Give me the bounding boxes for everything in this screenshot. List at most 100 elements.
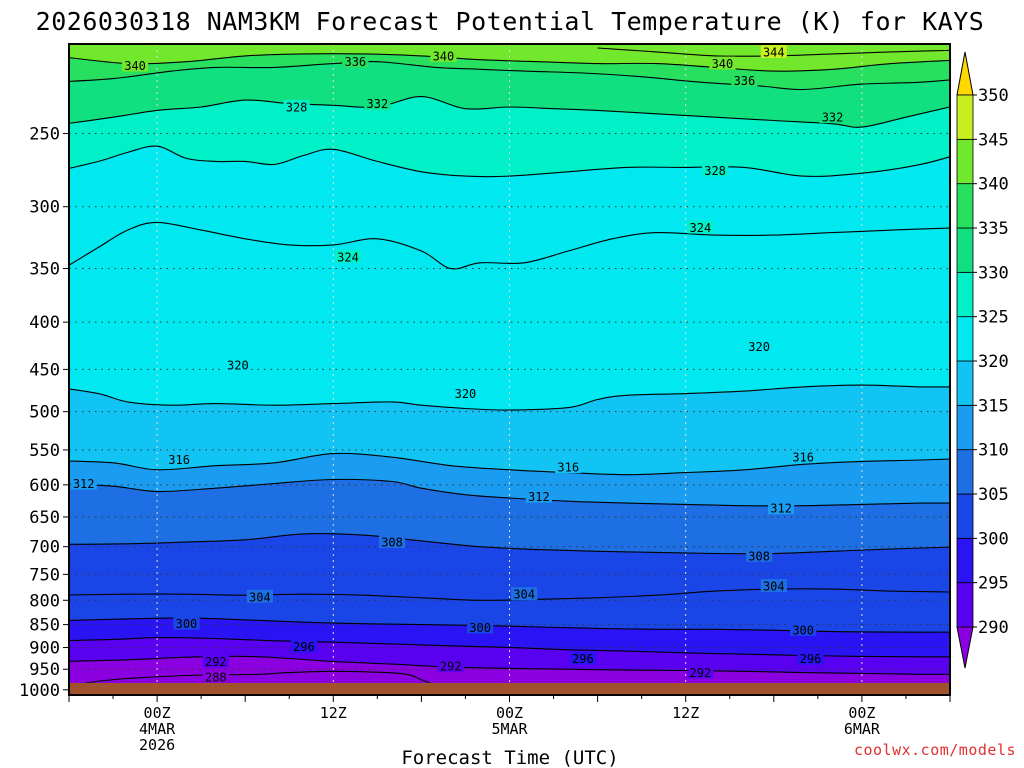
contour-label-text: 316 bbox=[168, 453, 190, 467]
contour-label-300: 300 bbox=[790, 622, 817, 637]
colorbar-label: 295 bbox=[978, 574, 1009, 594]
terrain-band bbox=[69, 683, 950, 695]
colorbar-label: 350 bbox=[978, 86, 1009, 106]
contour-label-332: 332 bbox=[819, 110, 846, 125]
colorbar-swatch bbox=[956, 582, 974, 628]
y-tick-label: 500 bbox=[29, 403, 60, 423]
y-tick-label: 950 bbox=[29, 660, 60, 680]
colorbar-swatch bbox=[956, 537, 974, 584]
contour-308 bbox=[69, 533, 950, 555]
contour-label-text: 336 bbox=[344, 55, 366, 69]
contour-label-bg bbox=[430, 48, 457, 62]
contour-label-bg bbox=[467, 620, 494, 634]
colorbar-swatch bbox=[956, 183, 974, 229]
colorbar-label: 345 bbox=[978, 130, 1009, 150]
contour-label-292: 292 bbox=[202, 654, 229, 669]
colorbar-label: 330 bbox=[978, 263, 1009, 283]
credit-link[interactable]: coolwx.com/models bbox=[854, 741, 1016, 759]
contour-label-296: 296 bbox=[797, 651, 824, 666]
contour-label-text: 316 bbox=[792, 451, 814, 465]
contour-label-340: 340 bbox=[709, 56, 736, 71]
contour-label-340: 340 bbox=[430, 48, 457, 63]
x-tick-label: 2026 bbox=[139, 736, 175, 754]
contour-label-text: 300 bbox=[792, 623, 814, 637]
contour-label-text: 296 bbox=[800, 652, 822, 666]
contour-label-300: 300 bbox=[173, 616, 200, 631]
contour-324 bbox=[69, 221, 950, 270]
contour-label-308: 308 bbox=[378, 535, 406, 550]
contour-labels: 340 336 340 332 328 340 336 344 332 328 324 324 320 3… bbox=[70, 44, 846, 684]
contour-label-316: 316 bbox=[555, 460, 582, 475]
contour-340 bbox=[69, 53, 950, 72]
y-tick-label: 750 bbox=[29, 565, 60, 585]
y-tick-label: 850 bbox=[29, 616, 60, 636]
contour-label-bg bbox=[819, 110, 846, 124]
contour-label-328: 328 bbox=[701, 163, 729, 178]
contour-label-text: 324 bbox=[690, 221, 712, 235]
contour-label-320: 320 bbox=[746, 339, 773, 354]
contour-label-296: 296 bbox=[569, 651, 597, 666]
contour-label-text: 288 bbox=[205, 670, 227, 684]
y-axis: 250 300 350 400 450 500 550 600 650 700 750 800 850 9… bbox=[19, 125, 69, 701]
contour-label-324: 324 bbox=[334, 249, 362, 264]
colorbar-top-arrow bbox=[956, 51, 974, 96]
colorbar-label: 305 bbox=[978, 485, 1009, 505]
contour-label-text: 328 bbox=[286, 101, 308, 115]
contour-label-text: 336 bbox=[734, 74, 756, 88]
contour-label-bg bbox=[768, 501, 795, 515]
contour-label-bg bbox=[452, 386, 479, 400]
contour-label-text: 308 bbox=[748, 549, 770, 563]
contour-label-bg bbox=[555, 460, 582, 474]
contour-label-text: 300 bbox=[469, 621, 491, 635]
contour-label-304: 304 bbox=[246, 589, 273, 604]
contour-label-text: 320 bbox=[455, 387, 477, 401]
contour-label-bg bbox=[709, 56, 736, 70]
y-tick-label: 700 bbox=[29, 538, 60, 558]
contour-336 bbox=[69, 60, 950, 91]
contour-label-text: 316 bbox=[557, 461, 579, 475]
contour-label-316: 316 bbox=[166, 452, 193, 467]
colorbar-label: 315 bbox=[978, 396, 1009, 416]
y-tick-label: 1000 bbox=[19, 681, 60, 701]
contour-label-text: 340 bbox=[124, 59, 146, 73]
contour-label-340: 340 bbox=[121, 58, 149, 73]
y-tick-label: 400 bbox=[29, 313, 60, 333]
contour-label-bg bbox=[687, 665, 714, 679]
contour-label-bg bbox=[511, 587, 538, 601]
contour-328 bbox=[69, 145, 950, 178]
colorbar-swatch bbox=[956, 404, 974, 451]
y-tick-label: 300 bbox=[29, 198, 60, 218]
contour-label-324: 324 bbox=[687, 220, 714, 235]
contour-label-bg bbox=[746, 548, 773, 562]
colorbar-swatch bbox=[956, 360, 974, 406]
contour-label-text: 308 bbox=[381, 536, 403, 550]
y-tick-label: 600 bbox=[29, 476, 60, 496]
contour-label-336: 336 bbox=[731, 73, 758, 88]
contour-label-bg bbox=[173, 616, 200, 630]
contour-label-bg bbox=[283, 100, 310, 114]
contour-label-336: 336 bbox=[342, 54, 369, 69]
contour-label-bg bbox=[760, 578, 787, 592]
contour-label-332: 332 bbox=[364, 96, 391, 111]
contour-label-312: 312 bbox=[768, 501, 795, 516]
contour-label-text: 304 bbox=[763, 579, 785, 593]
colorbar-swatch bbox=[956, 316, 974, 362]
x-tick-label: 4MAR bbox=[139, 720, 176, 738]
contour-label-bg bbox=[760, 44, 787, 58]
contour-label-text: 344 bbox=[763, 45, 785, 59]
colorbar-label: 310 bbox=[978, 441, 1009, 461]
contour-label-bg bbox=[378, 535, 406, 549]
contour-label-text: 332 bbox=[367, 97, 389, 111]
color-fill-layer bbox=[69, 44, 950, 695]
y-tick-label: 900 bbox=[29, 639, 60, 659]
y-tick-label: 800 bbox=[29, 591, 60, 611]
contour-304 bbox=[69, 588, 950, 601]
colorbar-swatch bbox=[956, 138, 974, 185]
contour-label-320: 320 bbox=[452, 386, 479, 401]
contour-label-bg bbox=[687, 220, 714, 234]
contour-label-bg bbox=[202, 669, 229, 683]
contour-label-text: 304 bbox=[249, 590, 271, 604]
contour-label-text: 296 bbox=[293, 640, 315, 654]
contour-label-text: 312 bbox=[73, 477, 95, 491]
